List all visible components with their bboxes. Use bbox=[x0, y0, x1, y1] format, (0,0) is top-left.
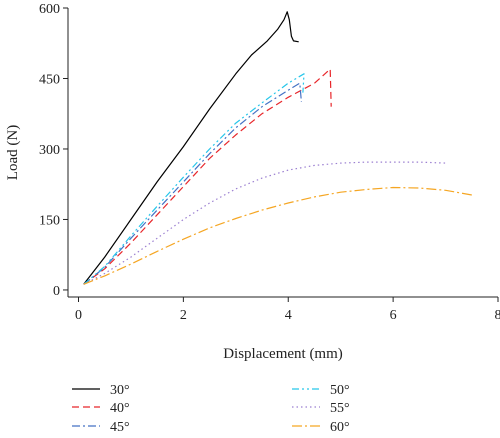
legend-label: 40° bbox=[110, 401, 130, 416]
x-tick-label: 2 bbox=[180, 308, 187, 323]
y-tick-label: 300 bbox=[39, 143, 60, 158]
y-tick-label: 450 bbox=[39, 72, 60, 87]
y-axis-title: Load (N) bbox=[5, 125, 21, 180]
x-tick-label: 8 bbox=[495, 308, 500, 323]
series-line-6 bbox=[83, 186, 472, 285]
axes: 0 2 4 6 8 0 150 300 450 600 bbox=[39, 2, 500, 323]
x-tick-label: 6 bbox=[390, 308, 397, 323]
x-tick-label: 4 bbox=[285, 308, 292, 323]
legend: 30° 40° 45° 50° 55° 60° bbox=[72, 383, 350, 435]
legend-label: 30° bbox=[110, 383, 130, 398]
y-tick-label: 150 bbox=[39, 213, 60, 228]
legend-label: 45° bbox=[110, 420, 130, 435]
x-axis-title: Displacement (mm) bbox=[223, 346, 343, 362]
legend-label: 50° bbox=[330, 383, 350, 398]
series-line-4 bbox=[83, 73, 305, 285]
series-line-1 bbox=[83, 11, 299, 285]
x-tick-label: 0 bbox=[75, 308, 82, 323]
legend-label: 55° bbox=[330, 401, 350, 416]
y-ticks: 0 150 300 450 600 bbox=[39, 2, 68, 299]
legend-label: 60° bbox=[330, 420, 350, 435]
series-line-5 bbox=[83, 161, 446, 285]
series-line-2 bbox=[83, 68, 332, 285]
y-tick-label: 0 bbox=[53, 284, 60, 299]
series-layer bbox=[83, 11, 472, 285]
series-line-3 bbox=[83, 82, 302, 285]
x-ticks: 0 2 4 6 8 bbox=[75, 297, 500, 323]
y-tick-label: 600 bbox=[39, 2, 60, 17]
